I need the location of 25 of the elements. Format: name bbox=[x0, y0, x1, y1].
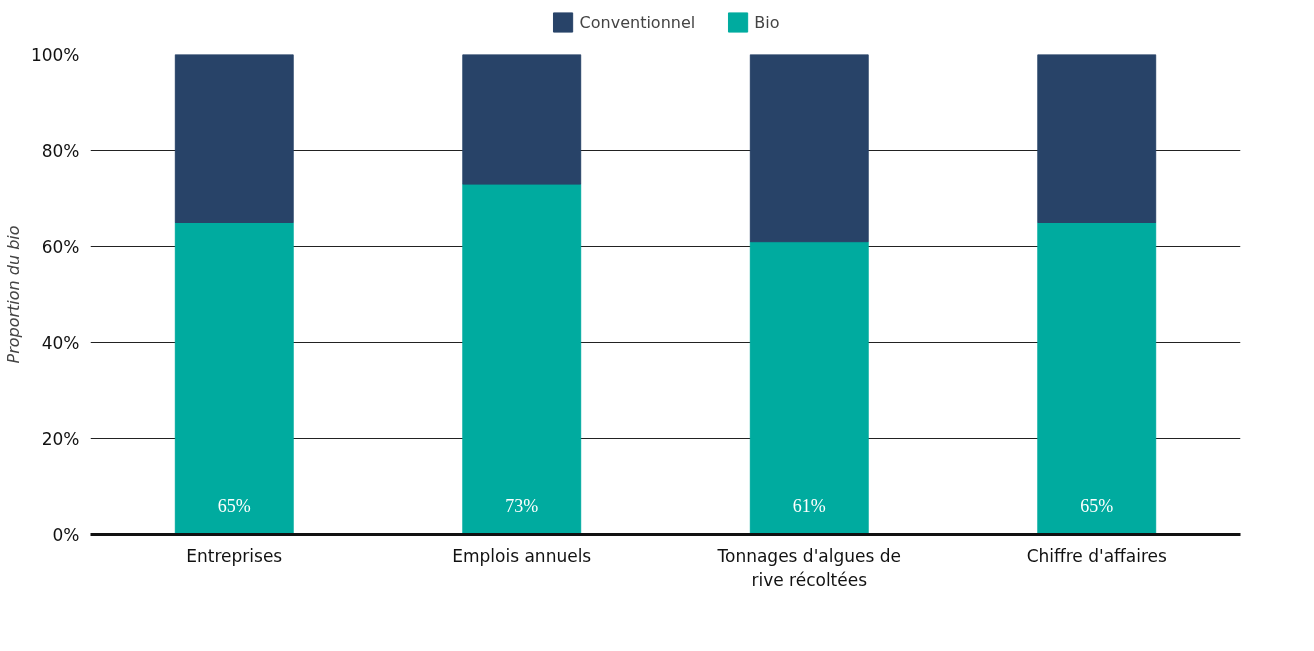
bar bbox=[749, 241, 869, 535]
bar bbox=[174, 222, 294, 535]
data-label: 73% bbox=[505, 495, 539, 516]
x-tick-label: Entreprises bbox=[186, 545, 283, 566]
legend-label: Bio bbox=[754, 12, 780, 32]
legend-label: Conventionnel bbox=[579, 12, 696, 32]
y-tick-label: 0% bbox=[52, 524, 80, 545]
data-label: 65% bbox=[217, 495, 251, 516]
x-tick-label: Emplois annuels bbox=[452, 545, 592, 566]
y-tick-label: 100% bbox=[30, 44, 80, 65]
y-tick-label: 60% bbox=[41, 236, 80, 257]
bar bbox=[1037, 222, 1157, 535]
bar bbox=[462, 183, 582, 535]
bar bbox=[749, 54, 869, 243]
data-label: 65% bbox=[1080, 495, 1114, 516]
bar bbox=[174, 54, 294, 223]
x-tick-label: Tonnages d'algues de rive récoltées bbox=[716, 545, 902, 590]
y-tick-label: 80% bbox=[41, 140, 80, 161]
y-tick-label: 20% bbox=[41, 428, 80, 449]
y-axis-title: Proportion du bio bbox=[3, 225, 23, 364]
data-label: 61% bbox=[792, 495, 826, 516]
bar bbox=[462, 54, 582, 185]
y-tick-label: 40% bbox=[41, 332, 80, 353]
bar bbox=[1037, 54, 1157, 223]
x-tick-label: Chiffre d'affaires bbox=[1026, 545, 1168, 566]
